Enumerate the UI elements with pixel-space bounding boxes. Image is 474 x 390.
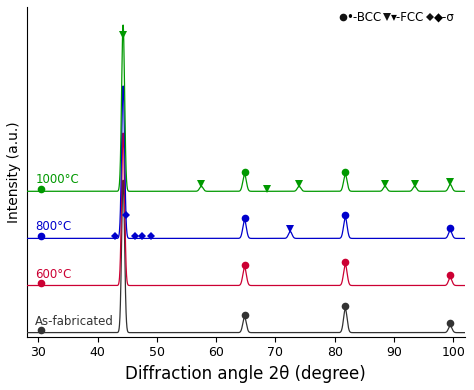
Y-axis label: Intensity (a.u.): Intensity (a.u.) [7,121,21,223]
X-axis label: Diffraction angle 2θ (degree): Diffraction angle 2θ (degree) [126,365,366,383]
Text: 600°C: 600°C [36,268,72,280]
Text: 1000°C: 1000°C [36,173,79,186]
Text: 800°C: 800°C [36,220,72,234]
Text: As-fabricated: As-fabricated [36,315,114,328]
Legend: •-BCC, ▾-FCC, ◆-σ: •-BCC, ▾-FCC, ◆-σ [338,6,459,29]
